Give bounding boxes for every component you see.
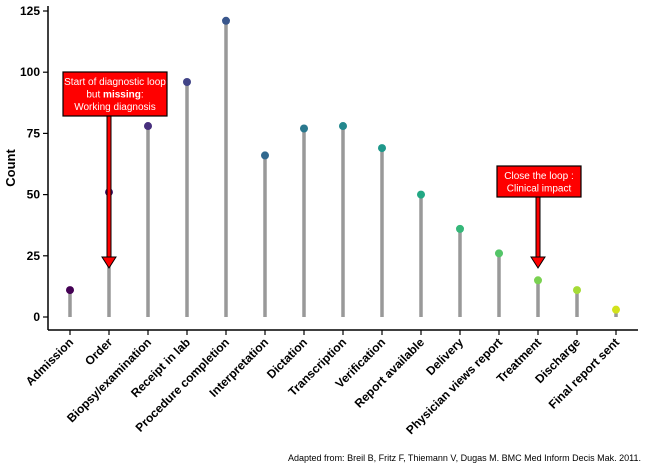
point-verification [378,144,386,153]
y-tick-label-125: 125 [20,4,40,18]
point-discharge [573,286,581,295]
y-ticks-layer: 0 25 50 75 100 125 [20,4,48,324]
annotation-box [496,165,582,198]
y-tick-label-75: 75 [27,126,41,140]
annotation-arrow-shaft [106,115,112,259]
annotation-line: Clinical impact [507,183,572,194]
annotation-line: Start of diagnostic loop [64,77,166,88]
point-admission [66,286,74,295]
annotation-line: Close the loop : [504,171,574,182]
y-tick-label-25: 25 [27,249,41,263]
x-ticks-layer: Admission OrderBiopsy/examinationReceipt … [23,330,622,437]
x-tick-label-report-available: Report available [352,335,428,411]
y-tick-label-100: 100 [20,65,40,79]
point-biopsy-examination [144,122,152,131]
y-tick-label-50: 50 [27,188,41,202]
x-tick-label-final-report-sent: Final report sent [546,335,622,411]
y-axis-label: Count [3,149,18,187]
point-delivery [456,224,464,233]
x-tick-label-order: Order [82,335,115,368]
point-treatment [534,276,542,285]
annotation-line: but missing: [86,90,143,101]
point-final-report-sent [612,305,620,314]
y-tick-label-0: 0 [33,310,40,324]
annotation-box [62,71,168,117]
point-transcription [339,122,347,131]
stems-layer [68,20,618,317]
point-physician-views-report [495,249,503,258]
source-caption: Adapted from: Breil B, Fritz F, Thiemann… [288,453,641,463]
point-interpretation [261,151,269,160]
annotation-arrow-head [101,256,117,269]
annotation-1: Start of diagnostic loop but missing:Work… [62,71,168,269]
annotation-arrow-shaft [535,196,541,259]
annotation-line: Working diagnosis [74,102,156,113]
point-report-available [417,190,425,199]
point-dictation [300,124,308,133]
annotation-arrow-head [530,256,546,269]
x-tick-label-admission: Admission [23,335,76,388]
point-receipt-in-lab [183,77,191,86]
annotation-2: Close the loop :Clinical impact [496,165,582,269]
point-procedure-completion [222,16,230,25]
annotations-layer: Start of diagnostic loop but missing:Work… [62,71,582,269]
